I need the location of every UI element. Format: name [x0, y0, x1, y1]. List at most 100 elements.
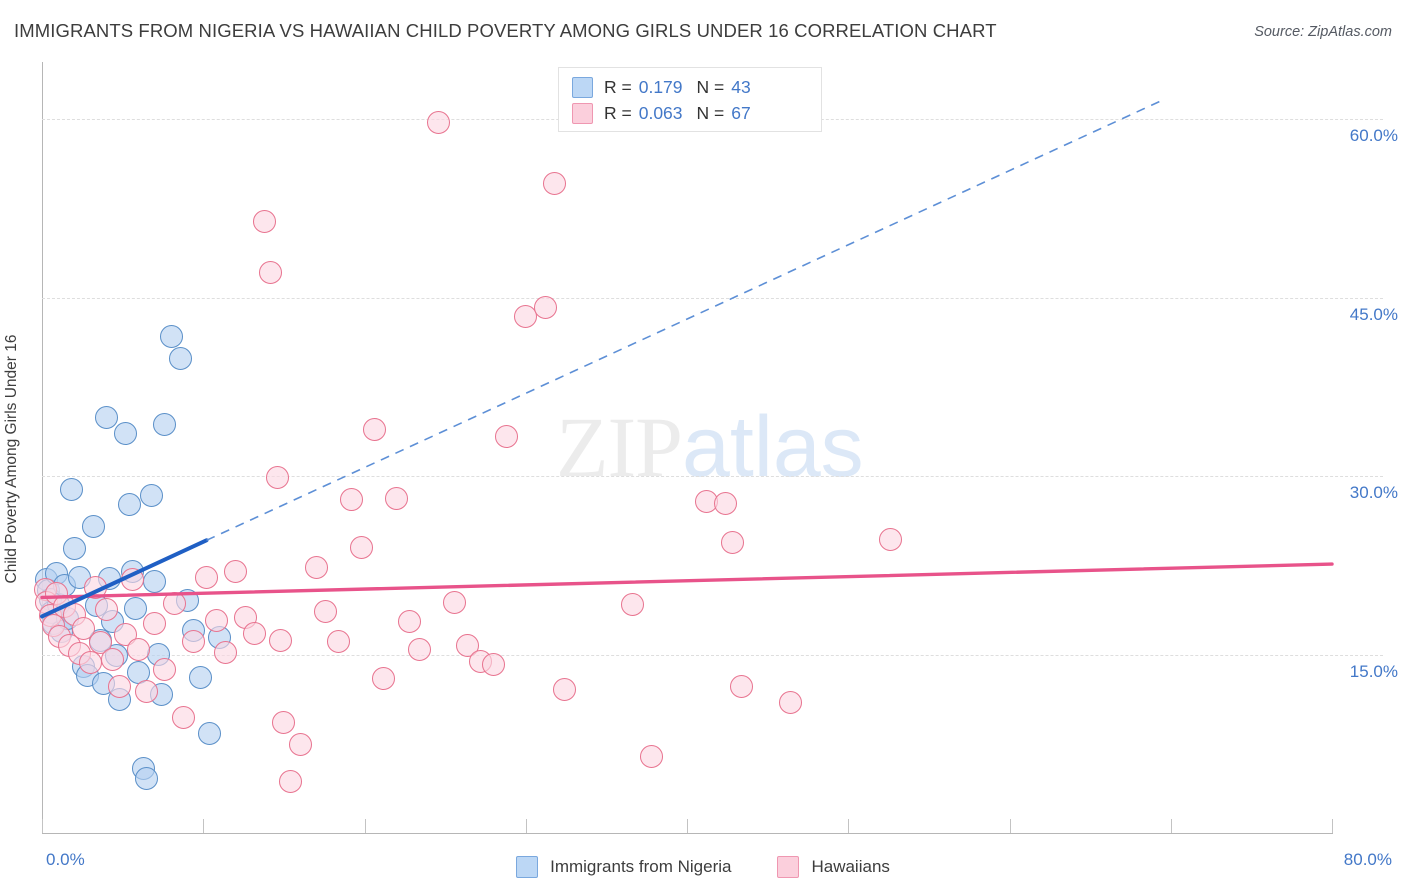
series-swatch-hawaiians: [777, 856, 800, 878]
series-legend: Immigrants from Nigeria Hawaiians: [0, 851, 1406, 883]
scatter-point: [340, 488, 364, 512]
legend-r-key-hawaiians: R =: [604, 102, 632, 123]
watermark: ZIPatlas: [556, 404, 864, 490]
scatter-point: [778, 690, 802, 714]
scatter-point: [127, 638, 151, 662]
legend-n-key-nigeria: N =: [696, 76, 725, 97]
scatter-point: [124, 596, 148, 620]
scatter-point: [95, 406, 118, 430]
watermark-zip: ZIP: [556, 399, 683, 495]
x-axis-tick: [364, 819, 366, 833]
scatter-point: [120, 568, 144, 592]
series-label-nigeria: Immigrants from Nigeria: [550, 857, 732, 876]
y-axis-tick-label: 45.0%: [1349, 304, 1398, 324]
scatter-point: [243, 621, 267, 645]
scatter-point: [730, 675, 754, 699]
scatter-point: [494, 425, 518, 449]
legend-n-value-hawaiians: 67: [731, 102, 751, 123]
source-attribution: Source: ZipAtlas.com: [1254, 24, 1392, 40]
scatter-point: [135, 766, 159, 790]
correlation-legend: R = 0.179 N = 43 R = 0.063 N = 67: [558, 67, 822, 132]
scatter-point: [543, 171, 567, 195]
scatter-point: [278, 770, 302, 794]
scatter-point: [153, 658, 177, 682]
scatter-point: [117, 493, 141, 517]
scatter-point: [349, 535, 373, 559]
scatter-point: [407, 638, 431, 662]
scatter-point: [314, 600, 338, 624]
legend-n-key-hawaiians: N =: [696, 102, 725, 123]
scatter-point: [327, 629, 351, 653]
x-axis-tick: [1332, 819, 1333, 833]
page-title: IMMIGRANTS FROM NIGERIA VS HAWAIIAN CHIL…: [14, 20, 997, 41]
scatter-point: [253, 209, 277, 233]
scatter-point: [162, 591, 186, 615]
scatter-point: [640, 745, 664, 769]
scatter-point: [533, 295, 557, 319]
scatter-point: [135, 679, 159, 703]
watermark-atlas: atlas: [682, 399, 864, 495]
y-axis-tick-label: 15.0%: [1349, 661, 1398, 681]
y-axis-tick-label: 60.0%: [1349, 126, 1398, 146]
scatter-point: [198, 721, 222, 745]
scatter-point: [78, 651, 102, 675]
legend-r-value-nigeria: 0.179: [638, 76, 683, 97]
scatter-point: [214, 640, 238, 664]
scatter-point: [172, 706, 196, 730]
y-axis-line: [42, 62, 43, 833]
scatter-point: [372, 666, 396, 690]
scatter-point: [153, 413, 177, 437]
scatter-point: [95, 597, 118, 621]
x-axis-tick: [1170, 819, 1172, 833]
x-axis-tick: [203, 819, 205, 833]
scatter-point: [427, 111, 451, 135]
scatter-point: [204, 608, 228, 632]
gridline: [42, 297, 1383, 299]
legend-r-value-hawaiians: 0.063: [638, 102, 683, 123]
series-swatch-nigeria: [516, 856, 539, 878]
scatter-point: [59, 477, 83, 501]
scatter-point: [482, 652, 505, 676]
gridline: [42, 654, 1383, 656]
scatter-point: [62, 537, 86, 561]
series-label-hawaiians: Hawaiians: [811, 857, 890, 876]
scatter-point: [265, 465, 289, 489]
scatter-point: [385, 487, 409, 511]
x-axis-tick: [1009, 819, 1011, 833]
scatter-point: [159, 325, 183, 349]
legend-row-nigeria: R = 0.179 N = 43: [572, 74, 751, 100]
scatter-point: [194, 565, 218, 589]
scatter-point: [182, 629, 206, 653]
y-axis-tick-label: 30.0%: [1349, 483, 1398, 503]
x-axis-tick: [848, 819, 850, 833]
legend-n-value-nigeria: 43: [731, 76, 751, 97]
scatter-point: [143, 570, 167, 594]
x-axis-tick: [525, 819, 527, 833]
series-legend-item-hawaiians[interactable]: Hawaiians: [777, 856, 890, 878]
scatter-point: [82, 514, 106, 538]
scatter-point: [101, 647, 125, 671]
legend-swatch-hawaiians: [572, 102, 593, 124]
scatter-point: [288, 733, 312, 757]
scatter-point: [552, 677, 576, 701]
x-axis-label-min: 0.0%: [46, 850, 85, 869]
scatter-point: [720, 531, 744, 555]
scatter-point: [83, 576, 107, 600]
scatter-point: [224, 559, 247, 583]
x-axis-label-max: 80.0%: [1343, 850, 1392, 869]
scatter-point: [714, 491, 738, 515]
scatter-point: [107, 675, 131, 699]
scatter-point: [88, 631, 112, 655]
gridline: [42, 476, 1383, 478]
x-axis-line: [42, 833, 1333, 834]
scatter-point: [878, 527, 902, 551]
x-axis-tick: [687, 819, 688, 833]
scatter-point: [169, 346, 193, 370]
legend-swatch-nigeria: [572, 76, 593, 98]
scatter-point: [259, 261, 283, 285]
scatter-point: [304, 556, 328, 580]
series-legend-item-nigeria[interactable]: Immigrants from Nigeria: [516, 856, 731, 878]
scatter-point: [620, 593, 644, 617]
